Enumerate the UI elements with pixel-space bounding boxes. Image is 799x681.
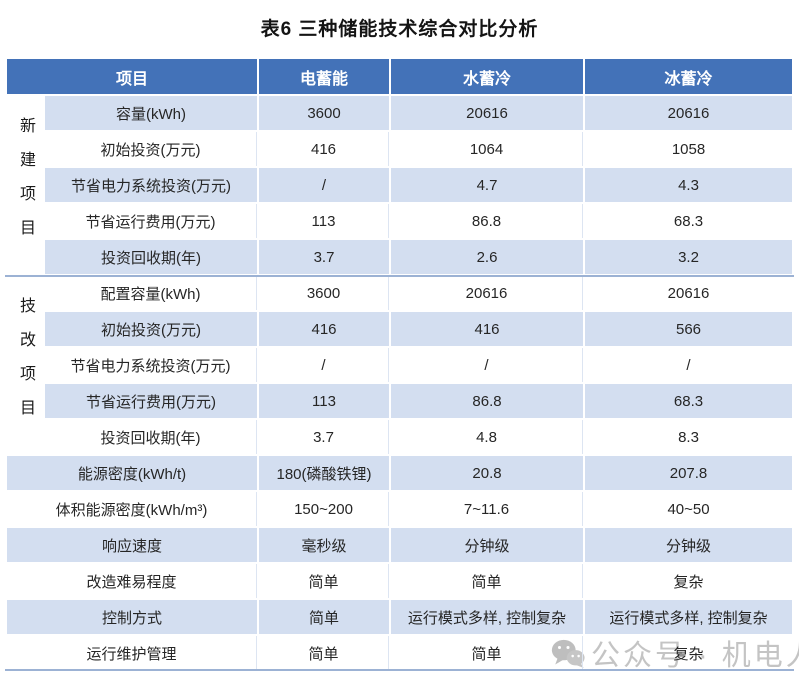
row-label: 节省电力系统投资(万元) — [45, 168, 258, 202]
col-header-electric-storage: 电蓄能 — [259, 59, 390, 94]
table-row: 体积能源密度(kWh/m³) 150~200 7~11.6 40~50 — [7, 492, 792, 526]
cell-value: 86.8 — [391, 384, 584, 418]
group-label-new-project: 新建项目 — [17, 117, 34, 253]
watermark-text: 公众号 · 机电人脉 — [591, 640, 799, 672]
cell-value: 4.3 — [585, 168, 793, 202]
table-row: 响应速度 毫秒级 分钟级 分钟级 — [7, 528, 793, 562]
cell-value: 416 — [391, 312, 584, 346]
col-header-water-storage: 水蓄冷 — [391, 59, 584, 94]
table-bottom-border — [5, 669, 794, 671]
cell-value: 4.8 — [391, 420, 584, 454]
cell-value: 3.7 — [259, 420, 390, 454]
cell-value: / — [259, 168, 390, 202]
table-row: 运行维护管理 简单 简单 复杂 — [7, 636, 792, 670]
cell-value: 416 — [259, 132, 390, 166]
cell-value: 简单 — [259, 564, 390, 598]
table-row: 投资回收期(年) 3.7 4.8 8.3 — [7, 420, 792, 454]
cell-value: 7~11.6 — [391, 492, 584, 526]
table-row: 节省运行费用(万元) 113 86.8 68.3 — [7, 204, 792, 238]
row-label: 节省电力系统投资(万元) — [45, 348, 258, 382]
cell-value: 3.2 — [585, 240, 793, 274]
cell-value: 3600 — [259, 276, 390, 310]
table-row: 投资回收期(年) 3.7 2.6 3.2 — [7, 240, 793, 274]
cell-value: 分钟级 — [585, 528, 793, 562]
cell-value: 8.3 — [678, 428, 699, 446]
cell-value: 180(磷酸铁锂) — [259, 456, 390, 490]
cell-value: / — [391, 348, 584, 382]
cell-value: 简单 — [391, 564, 584, 598]
table-row: 节省运行费用(万元) 113 86.8 68.3 — [7, 384, 793, 418]
cell-value: 416 — [259, 312, 390, 346]
comparison-table: 项目 电蓄能 水蓄冷 冰蓄冷 新建项目 容量(kWh) 3600 20616 2… — [5, 57, 794, 672]
cell-value: 20616 — [391, 96, 584, 130]
row-label: 能源密度(kWh/t) — [7, 456, 258, 490]
cell-value: 3.7 — [259, 240, 390, 274]
row-label: 控制方式 — [7, 600, 258, 634]
table-row: 能源密度(kWh/t) 180(磷酸铁锂) 20.8 207.8 — [7, 456, 793, 490]
row-label: 配置容量(kWh) — [45, 276, 258, 310]
cell-value: 20616 — [585, 96, 793, 130]
cell-value: 20616 — [391, 276, 584, 310]
row-label: 节省运行费用(万元) — [45, 384, 258, 418]
watermark: 公众号 · 机电人脉 — [551, 632, 799, 674]
cell-value: 分钟级 — [391, 528, 584, 562]
cell-value: 毫秒级 — [259, 528, 390, 562]
row-label: 体积能源密度(kWh/m³) — [7, 492, 258, 526]
cell-value: 207.8 — [585, 456, 793, 490]
cell-value: 20.8 — [391, 456, 584, 490]
section-divider — [5, 275, 794, 277]
cell-value: 113 — [259, 384, 390, 418]
table-row: 节省电力系统投资(万元) / 4.7 4.3 — [7, 168, 793, 202]
cell-value: 20616 — [667, 284, 710, 302]
row-label: 容量(kWh) — [45, 96, 258, 130]
table-row: 控制方式 简单 运行模式多样, 控制复杂 运行模式多样, 控制复杂 — [7, 600, 793, 634]
cell-value: 运行模式多样, 控制复杂 — [391, 600, 584, 634]
row-label: 初始投资(万元) — [45, 312, 258, 346]
col-header-ice-storage: 冰蓄冷 — [585, 59, 793, 94]
row-label: 响应速度 — [7, 528, 258, 562]
table-row: 改造难易程度 简单 简单 复杂 — [7, 564, 792, 598]
cell-value: 566 — [585, 312, 793, 346]
cell-value: 2.6 — [391, 240, 584, 274]
row-label: 改造难易程度 — [7, 564, 258, 598]
cell-value: 1064 — [391, 132, 584, 166]
cell-value: 运行模式多样, 控制复杂 — [585, 600, 793, 634]
cell-value: / — [259, 348, 390, 382]
cell-value: 复杂 — [673, 645, 704, 663]
cell-value: 简单 — [391, 636, 584, 670]
table-row: 初始投资(万元) 416 1064 1058 — [7, 132, 792, 166]
table-row: 初始投资(万元) 416 416 566 — [7, 312, 793, 346]
row-label: 节省运行费用(万元) — [45, 204, 258, 238]
table-row: 技改项目 配置容量(kWh) 3600 20616 20616 — [7, 276, 792, 433]
group-label-retrofit-project: 技改项目 — [17, 297, 34, 433]
table-row: 节省电力系统投资(万元) / / / — [7, 348, 792, 382]
header-row: 项目 电蓄能 水蓄冷 冰蓄冷 — [7, 59, 793, 94]
cell-value: / — [686, 356, 691, 374]
cell-value: 3600 — [259, 96, 390, 130]
row-label: 初始投资(万元) — [45, 132, 258, 166]
row-label: 投资回收期(年) — [45, 420, 258, 454]
row-label: 运行维护管理 — [7, 636, 258, 670]
cell-value: 68.3 — [585, 384, 793, 418]
cell-value: 68.3 — [673, 212, 704, 230]
table-title: 表6 三种储能技术综合对比分析 — [260, 19, 539, 40]
cell-value: 简单 — [259, 600, 390, 634]
row-label: 投资回收期(年) — [45, 240, 258, 274]
wechat-icon — [551, 639, 585, 668]
cell-value: 40~50 — [667, 500, 710, 518]
table-row: 新建项目 容量(kWh) 3600 20616 20616 — [7, 96, 793, 253]
cell-value: 113 — [259, 204, 390, 238]
cell-value: 1058 — [671, 140, 706, 158]
cell-value: 150~200 — [259, 492, 390, 526]
col-header-item: 项目 — [7, 59, 258, 94]
cell-value: 复杂 — [673, 573, 704, 591]
cell-value: 86.8 — [391, 204, 584, 238]
cell-value: 4.7 — [391, 168, 584, 202]
cell-value: 简单 — [259, 636, 390, 670]
